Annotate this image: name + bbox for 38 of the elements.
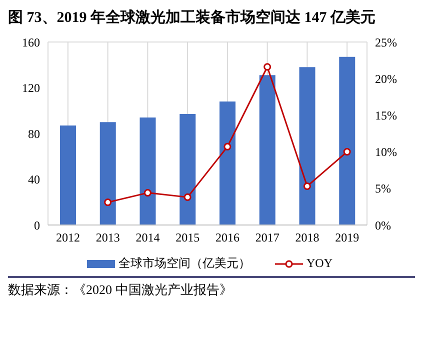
point: [264, 63, 272, 71]
legend-label: 全球市场空间（亿美元）: [118, 255, 250, 272]
x-tick-label: 2018: [295, 230, 320, 245]
point: [303, 182, 311, 190]
x-tick-label: 2016: [215, 230, 240, 245]
y-tick-label: 160: [22, 35, 40, 50]
bar: [60, 125, 76, 225]
y2-tick-label: 10%: [375, 145, 397, 160]
x-tick-label: 2012: [56, 230, 80, 245]
x-tick-label: 2014: [136, 230, 160, 245]
y2-tick-label: 15%: [375, 108, 397, 122]
bar: [259, 75, 276, 225]
legend-label: YOY: [306, 256, 332, 271]
y2-tick-label: 20%: [375, 72, 397, 86]
y-tick-label: 0: [34, 218, 40, 232]
point: [184, 193, 192, 201]
x-tick-label: 2017: [255, 230, 280, 245]
point: [343, 148, 351, 156]
source-note: 数据来源：《2020 中国激光产业报告》: [8, 281, 234, 299]
y-tick-label: 40: [28, 172, 40, 187]
y2-tick-label: 0%: [375, 218, 391, 232]
y-tick-label: 80: [28, 126, 40, 141]
bar: [339, 56, 356, 225]
chart-title: 图 73、2019 年全球激光加工装备市场空间达 147 亿美元: [8, 8, 376, 28]
bar: [220, 101, 236, 225]
x-tick-label: 2019: [335, 230, 360, 245]
y-tick-label: 120: [22, 81, 40, 96]
x-tick-label: 2015: [176, 230, 200, 245]
y2-tick-label: 25%: [375, 35, 397, 50]
point: [144, 189, 152, 197]
bar: [100, 122, 116, 225]
bar: [299, 67, 316, 225]
point: [104, 198, 112, 206]
bar: [180, 114, 196, 225]
point: [224, 142, 232, 150]
y2-tick-label: 5%: [375, 182, 391, 196]
bar: [140, 117, 156, 225]
x-tick-label: 2013: [96, 230, 120, 245]
